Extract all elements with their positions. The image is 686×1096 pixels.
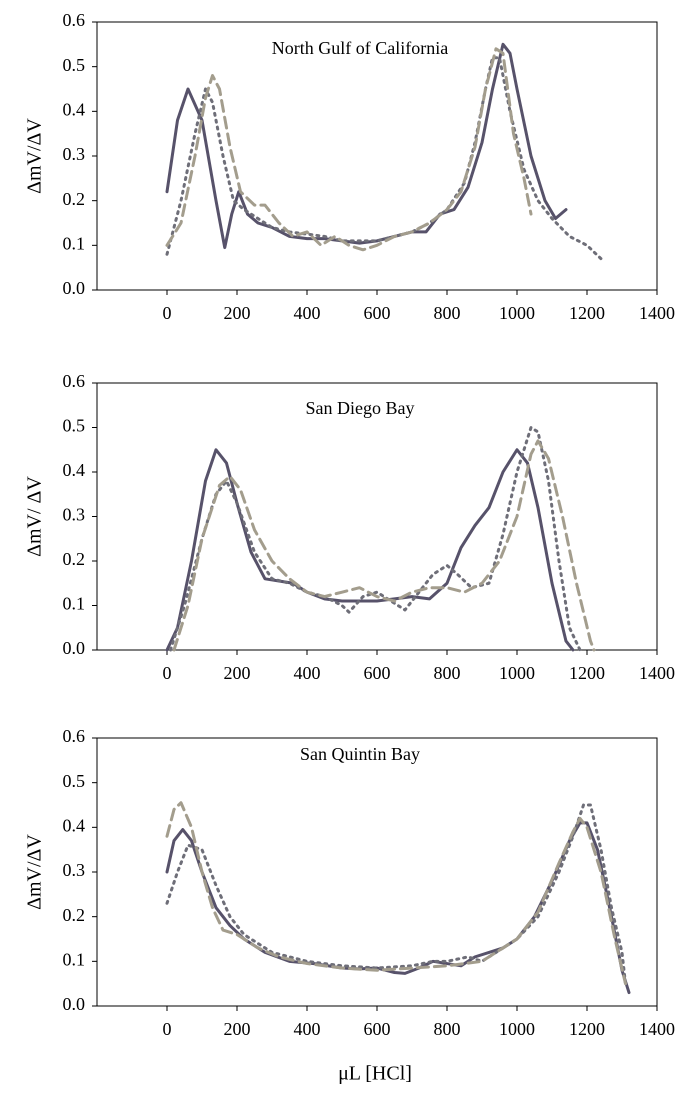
y-tick-label: 0.5	[63, 416, 86, 436]
y-tick-label: 0.2	[63, 905, 86, 925]
panel-title: San Diego Bay	[306, 398, 415, 418]
x-tick-label: 200	[224, 1019, 251, 1039]
panel-title: San Quintin Bay	[300, 744, 420, 764]
y-tick-label: 0.2	[63, 189, 86, 209]
y-tick-label: 0.6	[63, 726, 86, 746]
series-line	[165, 821, 631, 995]
series-line	[165, 47, 533, 252]
series-line	[165, 56, 603, 261]
panel-title: North Gulf of California	[272, 38, 448, 58]
series-line	[169, 426, 582, 652]
y-tick-label: 0.5	[63, 55, 86, 75]
x-tick-label: 1400	[639, 303, 675, 323]
y-axis-label: ΔmV/ ΔV	[24, 476, 46, 557]
y-tick-label: 0.3	[63, 144, 86, 164]
x-tick-label: 400	[294, 663, 321, 683]
y-tick-label: 0.6	[63, 371, 86, 391]
x-tick-label: 1000	[499, 303, 535, 323]
x-tick-label: 1400	[639, 663, 675, 683]
x-tick-label: 200	[224, 663, 251, 683]
series-line	[165, 803, 627, 986]
y-axis-label: ΔmV/ΔV	[24, 834, 46, 910]
y-tick-label: 0.4	[63, 815, 86, 835]
x-tick-label: 0	[163, 303, 172, 323]
plot-frame	[96, 21, 658, 291]
x-tick-label: 800	[434, 1019, 461, 1039]
series-line	[165, 42, 568, 250]
y-tick-label: 0.0	[63, 638, 86, 658]
y-tick-label: 0.1	[63, 233, 86, 253]
y-tick-label: 0.1	[63, 594, 86, 614]
x-tick-label: 800	[434, 663, 461, 683]
y-tick-label: 0.0	[63, 994, 86, 1014]
x-tick-label: 400	[294, 1019, 321, 1039]
series-line	[165, 448, 575, 652]
x-tick-label: 1200	[569, 663, 605, 683]
series-line	[165, 801, 627, 986]
y-tick-label: 0.3	[63, 505, 86, 525]
x-tick-label: 1000	[499, 663, 535, 683]
x-tick-label: 0	[163, 663, 172, 683]
y-tick-label: 0.5	[63, 771, 86, 791]
x-tick-label: 200	[224, 303, 251, 323]
x-tick-label: 600	[364, 663, 391, 683]
x-tick-label: 800	[434, 303, 461, 323]
y-tick-label: 0.1	[63, 949, 86, 969]
series-line	[172, 439, 596, 652]
y-tick-label: 0.4	[63, 99, 86, 119]
y-axis-label: ΔmV/ΔV	[24, 118, 46, 194]
x-tick-label: 600	[364, 1019, 391, 1039]
y-tick-label: 0.6	[63, 10, 86, 30]
x-tick-label: 1200	[569, 303, 605, 323]
x-tick-label: 1400	[639, 1019, 675, 1039]
x-axis-label: μL [HCl]	[338, 1063, 412, 1085]
x-tick-label: 400	[294, 303, 321, 323]
x-tick-label: 0	[163, 1019, 172, 1039]
y-tick-label: 0.0	[63, 278, 86, 298]
x-tick-label: 1000	[499, 1019, 535, 1039]
x-tick-label: 600	[364, 303, 391, 323]
y-tick-label: 0.4	[63, 460, 86, 480]
plot-frame	[96, 737, 658, 1007]
y-tick-label: 0.2	[63, 549, 86, 569]
x-tick-label: 1200	[569, 1019, 605, 1039]
y-tick-label: 0.3	[63, 860, 86, 880]
